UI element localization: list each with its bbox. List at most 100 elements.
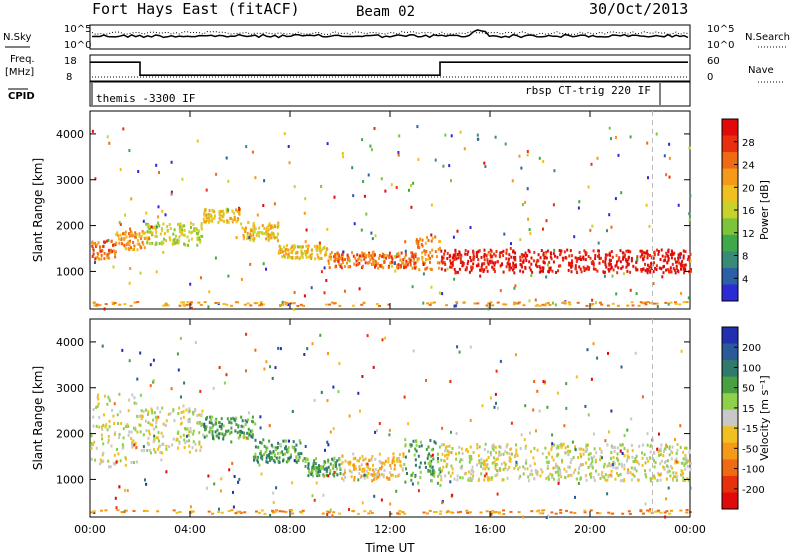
data-cell <box>665 251 668 255</box>
data-cell <box>668 447 671 450</box>
data-cell <box>493 405 496 409</box>
data-cell <box>157 415 160 419</box>
data-cell <box>478 461 481 465</box>
data-cell <box>514 263 517 267</box>
data-cell <box>662 465 664 469</box>
data-cell <box>107 438 110 442</box>
data-cell <box>374 468 377 472</box>
data-cell <box>313 459 316 463</box>
data-cell <box>676 260 678 264</box>
data-cell <box>115 233 118 237</box>
data-cell <box>577 471 580 475</box>
data-cell <box>188 450 191 454</box>
data-cell <box>437 247 440 251</box>
data-cell <box>410 478 413 482</box>
data-cell <box>100 460 103 464</box>
data-cell <box>305 255 308 259</box>
data-cell <box>578 447 581 451</box>
data-cell <box>136 377 139 381</box>
data-cell <box>256 458 259 462</box>
data-cell <box>664 258 666 262</box>
data-cell <box>589 509 593 512</box>
data-cell <box>586 348 589 352</box>
data-cell <box>671 466 674 470</box>
data-cell <box>291 481 294 485</box>
data-cell <box>520 253 523 256</box>
data-cell <box>402 452 405 456</box>
data-cell <box>552 466 555 470</box>
data-cell <box>499 468 502 472</box>
data-cell <box>676 448 679 452</box>
data-cell <box>591 298 594 302</box>
data-cell <box>399 265 402 269</box>
data-cell <box>222 303 226 305</box>
data-cell <box>101 344 104 348</box>
data-cell <box>245 420 248 424</box>
data-cell <box>378 472 380 476</box>
data-cell <box>598 253 600 257</box>
data-cell <box>114 255 117 259</box>
data-cell <box>324 250 327 254</box>
data-cell <box>499 289 502 293</box>
data-cell <box>146 238 149 242</box>
data-cell <box>214 430 217 434</box>
data-cell <box>116 448 118 451</box>
data-cell <box>281 255 284 259</box>
data-cell <box>569 249 572 253</box>
data-cell <box>407 422 410 426</box>
data-cell <box>192 440 195 444</box>
data-cell <box>222 424 225 428</box>
data-cell <box>330 301 334 304</box>
data-cell <box>396 264 399 267</box>
data-cell <box>646 271 649 275</box>
data-cell <box>375 303 379 305</box>
data-cell <box>106 402 109 406</box>
data-cell <box>317 470 320 474</box>
data-cell <box>653 253 656 257</box>
data-cell <box>213 214 216 218</box>
data-cell <box>522 472 525 476</box>
data-cell <box>99 458 102 462</box>
freq-label-1: Freq. <box>10 54 35 65</box>
data-cell <box>539 474 542 478</box>
data-cell <box>165 444 168 448</box>
data-cell <box>430 285 433 289</box>
data-cell <box>559 443 562 447</box>
data-cell <box>554 470 557 474</box>
data-cell <box>222 437 225 441</box>
data-cell <box>417 157 420 161</box>
data-cell <box>404 480 407 484</box>
data-cell <box>363 510 367 513</box>
data-cell <box>432 469 435 472</box>
data-cell <box>487 307 490 311</box>
data-cell <box>606 304 610 307</box>
data-cell <box>101 437 104 441</box>
data-cell <box>153 448 155 451</box>
data-cell <box>196 228 199 232</box>
data-cell <box>242 233 245 237</box>
data-cell <box>390 473 393 477</box>
data-cell <box>172 437 175 441</box>
data-cell <box>154 228 157 232</box>
data-cell <box>529 268 532 272</box>
data-cell <box>449 480 452 484</box>
data-cell <box>222 212 225 215</box>
data-cell <box>489 451 492 455</box>
data-cell <box>271 457 274 461</box>
data-cell <box>500 453 502 457</box>
data-cell <box>337 256 340 260</box>
cpid-frame <box>89 81 691 107</box>
data-cell <box>231 461 234 465</box>
data-cell <box>545 477 548 480</box>
data-cell <box>121 446 124 450</box>
data-cell <box>482 270 485 273</box>
data-cell <box>179 435 182 439</box>
data-cell <box>512 250 514 254</box>
data-cell <box>298 452 301 456</box>
data-cell <box>667 255 670 259</box>
data-cell <box>669 253 672 257</box>
data-cell <box>153 434 156 438</box>
data-cell <box>413 453 416 457</box>
data-cell <box>453 267 456 271</box>
data-cell <box>448 164 451 168</box>
